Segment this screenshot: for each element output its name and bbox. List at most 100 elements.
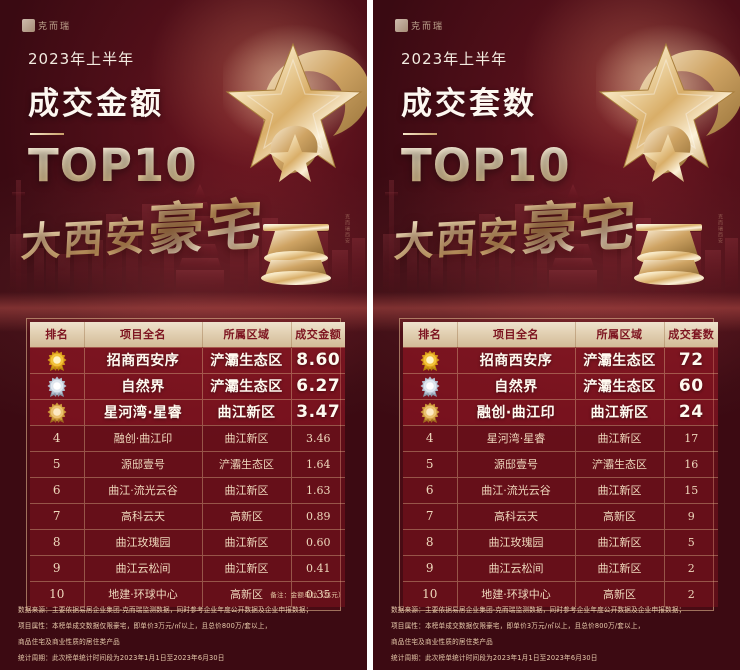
cell-area: 曲江新区 [575, 554, 665, 581]
city-skyline-graphic [10, 180, 365, 292]
column-header-name: 项目全名 [457, 322, 576, 347]
bronze-medal-icon [403, 398, 458, 425]
brand-logo-label: 克而瑞 [38, 22, 72, 32]
cell-rank: 5 [30, 450, 85, 477]
ranking-poster-panel-1: 克而瑞 [0, 0, 367, 670]
table-row: 星河湾·星睿 曲江新区 3.47 [30, 398, 345, 425]
ranking-table-body: 招商西安序 浐灞生态区 8.60 自然界 浐灞生态区 6.27 星河湾·星睿 曲江新区 3.47… [30, 346, 345, 607]
cell-area: 曲江新区 [202, 476, 292, 503]
cell-value: 2 [664, 554, 718, 581]
star-trophy-graphic [596, 24, 740, 285]
cell-value: 5 [664, 528, 718, 555]
cell-project-name: 融创·曲江印 [457, 398, 576, 425]
table-header-row: 排名 项目全名 所属区域 成交套数 [403, 322, 718, 347]
cell-value: 24 [664, 398, 718, 425]
cell-value: 1.64 [291, 450, 345, 477]
gold-medal-icon [403, 346, 458, 373]
table-row: 8 曲江玫瑰园 曲江新区 0.60 [30, 528, 345, 555]
cell-area: 浐灞生态区 [202, 450, 292, 477]
cell-area: 浐灞生态区 [575, 450, 665, 477]
table-row: 6 曲江·流光云谷 曲江新区 1.63 [30, 476, 345, 503]
trophy-sidenote: 克而瑞西安 [717, 214, 723, 244]
brand-logo[interactable]: 克而瑞 [395, 19, 444, 32]
table-row: 10 地建·环球中心 高新区 0.35 [30, 580, 345, 607]
cell-project-name: 曲江·流光云谷 [84, 476, 203, 503]
ranking-table-container: 排名 项目全名 所属区域 成交金额 招商西安序 浐灞生态区 8.60 自然界 浐灞生态区… [26, 318, 345, 611]
column-header-rank: 排名 [30, 322, 85, 347]
cell-value: 1.63 [291, 476, 345, 503]
cell-area: 高新区 [575, 580, 665, 607]
table-row: 招商西安序 浐灞生态区 8.60 [30, 346, 345, 373]
cell-project-name: 高科云天 [457, 502, 576, 529]
cell-rank: 10 [403, 580, 458, 607]
footer-line-scope: 项目属性：本榜单成交数据仅限豪宅，即单价3万元/㎡以上，且总价800万/套以上， [391, 622, 645, 630]
cell-rank: 9 [30, 554, 85, 581]
cell-value: 8.60 [291, 346, 345, 373]
cell-area: 浐灞生态区 [202, 372, 292, 399]
headline-divider [30, 133, 64, 135]
amount-unit-note: 备注：金额单位（亿元） [270, 591, 345, 599]
cell-rank: 4 [30, 424, 85, 451]
cell-value: 0.41 [291, 554, 345, 581]
footer-line-period: 统计周期：此次榜单统计时间段为2023年1月1日至2023年6月30日 [391, 654, 598, 662]
cell-project-name: 地建·环球中心 [457, 580, 576, 607]
table-row: 5 源邸壹号 浐灞生态区 16 [403, 450, 718, 477]
table-row: 融创·曲江印 曲江新区 24 [403, 398, 718, 425]
table-row: 自然界 浐灞生态区 60 [403, 372, 718, 399]
cell-area: 曲江新区 [575, 424, 665, 451]
headline-year: 2023年上半年 [401, 50, 508, 68]
calligraphy-part-b: 豪宅 [519, 191, 639, 264]
table-row: 4 融创·曲江印 曲江新区 3.46 [30, 424, 345, 451]
footer-notes: 数据来源：主要依据易居企业集团·克而瑞监测数据，同时参考企业年度公开数据及企业申… [18, 602, 353, 666]
cell-project-name: 曲江云松间 [457, 554, 576, 581]
calligraphy-part-a: 大西安 [392, 212, 522, 267]
table-row: 5 源邸壹号 浐灞生态区 1.64 [30, 450, 345, 477]
footer-line-source: 数据来源：主要依据易居企业集团·克而瑞监测数据，同时参考企业年度公开数据及企业申… [18, 606, 313, 614]
cell-project-name: 曲江·流光云谷 [457, 476, 576, 503]
column-header-value: 成交金额 [291, 322, 345, 347]
headline-block: 2023年上半年 成交套数 TOP10 [401, 48, 571, 192]
cell-value: 6.27 [291, 372, 345, 399]
ranking-poster-panel-2: 克而瑞 [373, 0, 740, 670]
calligraphy-part-b: 豪宅 [146, 191, 266, 264]
cell-value: 9 [664, 502, 718, 529]
cell-project-name: 源邸壹号 [84, 450, 203, 477]
calligraphy-title: 大西安豪宅 [19, 180, 266, 274]
column-header-rank: 排名 [403, 322, 458, 347]
headline-top10: TOP10 [401, 139, 571, 192]
column-header-area: 所属区域 [575, 322, 665, 347]
cell-project-name: 源邸壹号 [457, 450, 576, 477]
table-header-row: 排名 项目全名 所属区域 成交金额 [30, 322, 345, 347]
cell-rank: 6 [403, 476, 458, 503]
headline-top10: TOP10 [28, 139, 198, 192]
cell-value: 15 [664, 476, 718, 503]
cell-area: 曲江新区 [202, 528, 292, 555]
cell-area: 高新区 [575, 502, 665, 529]
cell-rank: 7 [403, 502, 458, 529]
column-header-name: 项目全名 [84, 322, 203, 347]
cell-rank: 5 [403, 450, 458, 477]
table-row: 10 地建·环球中心 高新区 2 [403, 580, 718, 607]
cric-logo-mark-icon [395, 19, 408, 32]
cell-area: 高新区 [202, 502, 292, 529]
cell-value: 0.89 [291, 502, 345, 529]
cell-project-name: 地建·环球中心 [84, 580, 203, 607]
calligraphy-part-a: 大西安 [19, 212, 149, 267]
cell-value: 3.46 [291, 424, 345, 451]
silver-medal-icon [403, 372, 458, 399]
ranking-table-container: 排名 项目全名 所属区域 成交套数 招商西安序 浐灞生态区 72 自然界 浐灞生态区 60… [399, 318, 718, 611]
cell-rank: 8 [403, 528, 458, 555]
silver-medal-icon [30, 372, 85, 399]
brand-logo[interactable]: 克而瑞 [22, 19, 71, 32]
ranking-table: 排名 项目全名 所属区域 成交套数 招商西安序 浐灞生态区 72 自然界 浐灞生态区 60… [403, 322, 718, 607]
cell-project-name: 自然界 [84, 372, 203, 399]
cell-value: 0.60 [291, 528, 345, 555]
cell-value: 2 [664, 580, 718, 607]
cell-rank: 4 [403, 424, 458, 451]
cell-project-name: 曲江玫瑰园 [457, 528, 576, 555]
table-row: 7 高科云天 高新区 0.89 [30, 502, 345, 529]
cell-project-name: 高科云天 [84, 502, 203, 529]
headline-metric: 成交套数 [401, 86, 537, 122]
cell-value: 72 [664, 346, 718, 373]
cell-area: 曲江新区 [575, 398, 665, 425]
